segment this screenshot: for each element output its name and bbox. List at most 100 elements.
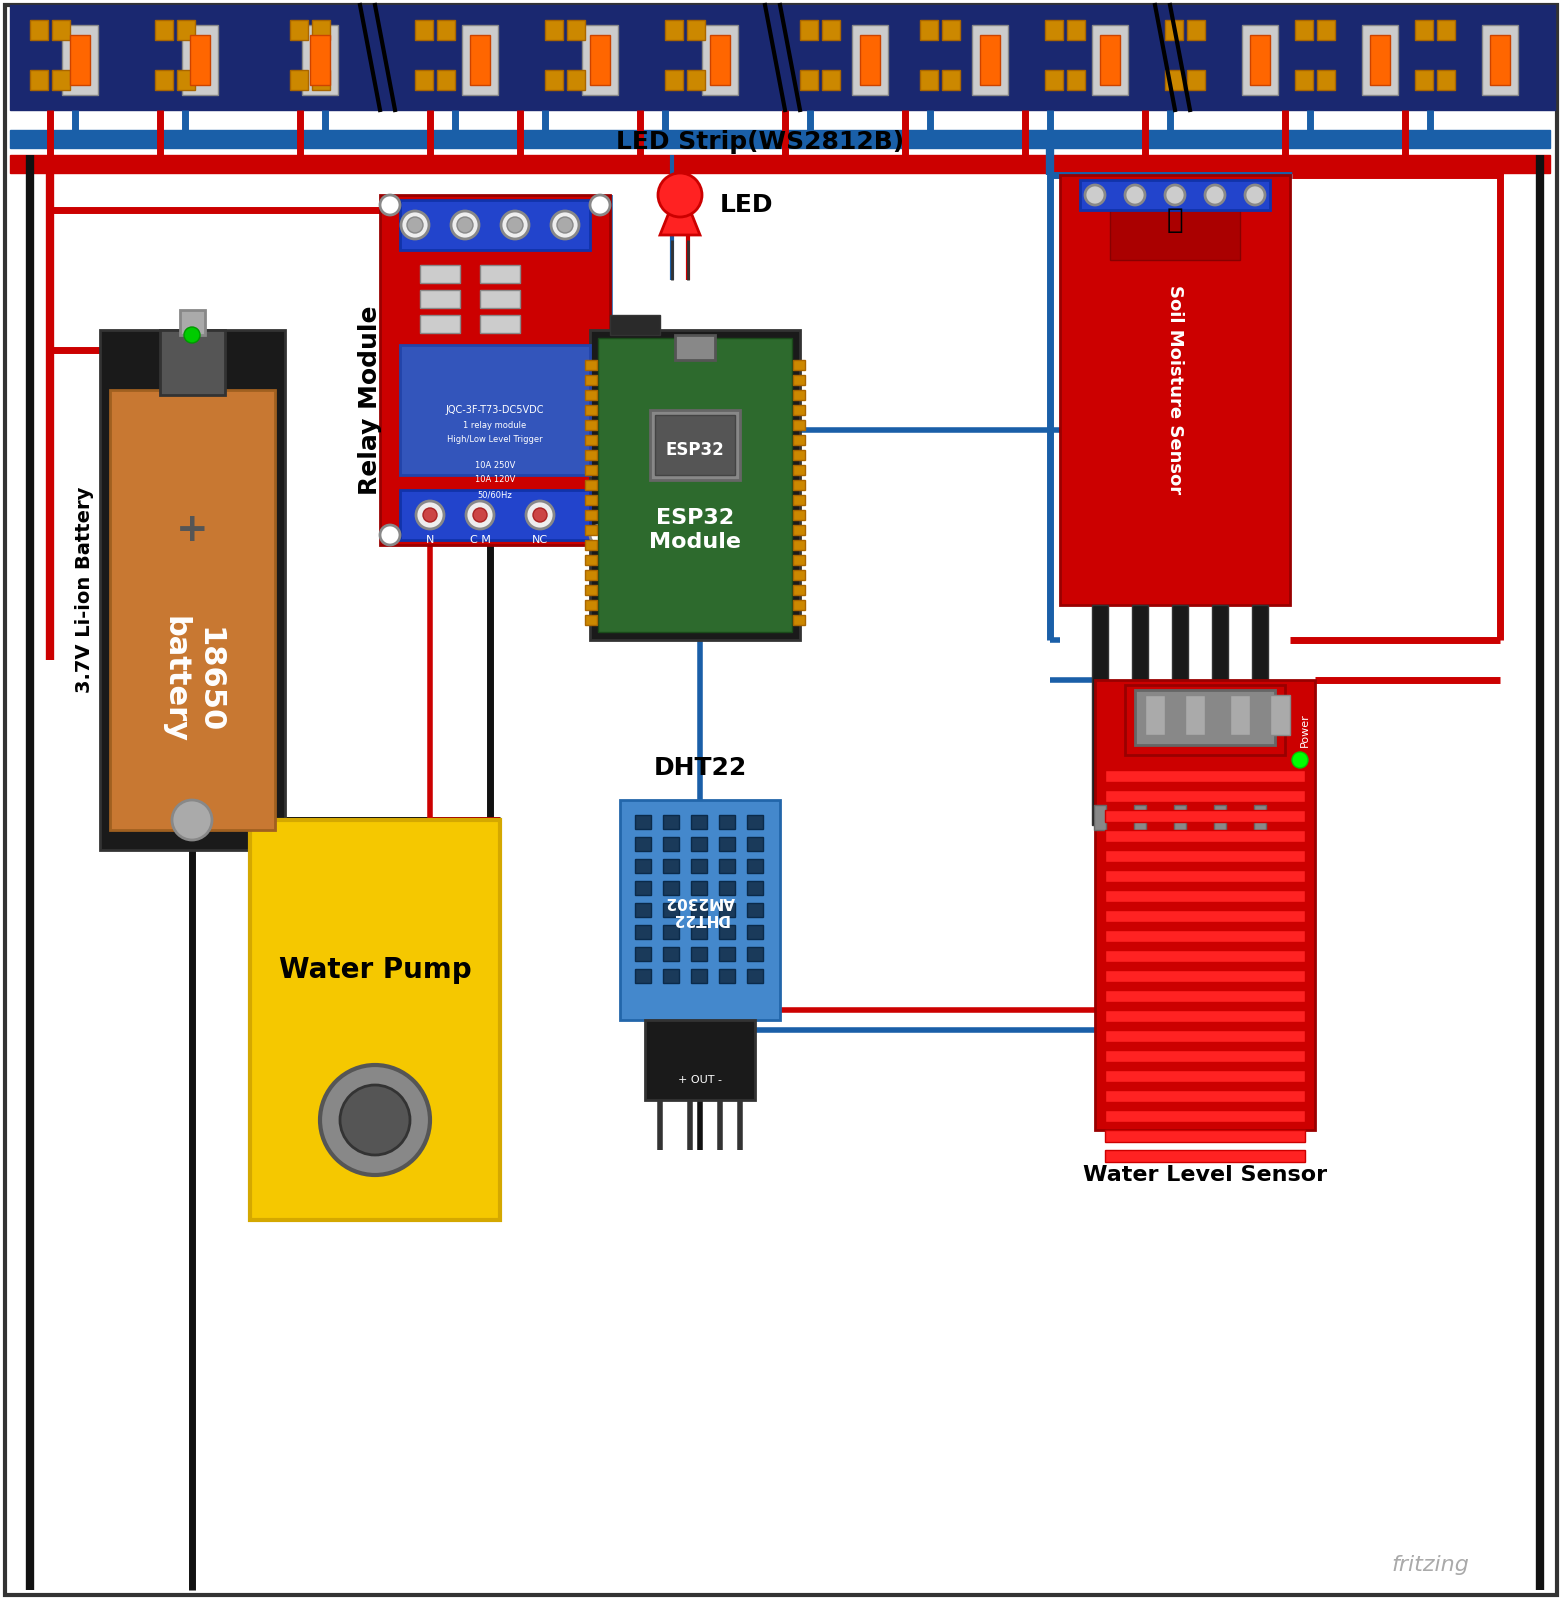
Circle shape: [415, 501, 444, 530]
Circle shape: [508, 218, 523, 234]
Bar: [586, 510, 597, 520]
Text: N: N: [426, 534, 434, 546]
Bar: [590, 330, 800, 640]
Bar: [1104, 910, 1304, 922]
Bar: [636, 814, 651, 829]
Text: ESP32
Module: ESP32 Module: [648, 509, 740, 552]
Bar: [1370, 35, 1390, 85]
Bar: [822, 70, 840, 90]
Bar: [1186, 694, 1204, 734]
Circle shape: [501, 211, 530, 238]
Bar: [747, 970, 762, 982]
Bar: [1093, 805, 1106, 830]
Bar: [1104, 990, 1304, 1002]
Bar: [586, 419, 597, 430]
Bar: [719, 902, 736, 917]
Bar: [793, 435, 804, 445]
Bar: [1295, 70, 1314, 90]
Bar: [1104, 1130, 1304, 1142]
Circle shape: [533, 509, 547, 522]
Bar: [470, 35, 490, 85]
Bar: [690, 947, 708, 962]
Circle shape: [526, 501, 555, 530]
Bar: [155, 70, 173, 90]
Bar: [183, 26, 219, 94]
Bar: [1134, 805, 1147, 830]
Bar: [662, 970, 679, 982]
Text: 🔥: 🔥: [1167, 206, 1184, 234]
Bar: [1254, 805, 1265, 830]
Bar: [793, 494, 804, 506]
Bar: [480, 290, 520, 307]
Bar: [583, 26, 619, 94]
Bar: [191, 35, 209, 85]
Bar: [636, 882, 651, 894]
Bar: [747, 882, 762, 894]
Text: DHT22
AM2302: DHT22 AM2302: [665, 894, 734, 926]
Bar: [861, 35, 879, 85]
Bar: [800, 19, 818, 40]
Bar: [1250, 35, 1270, 85]
Bar: [380, 195, 611, 546]
Bar: [1175, 805, 1186, 830]
Bar: [793, 586, 804, 595]
Bar: [180, 310, 205, 334]
Bar: [793, 510, 804, 520]
Bar: [719, 882, 736, 894]
Bar: [1437, 19, 1454, 40]
Bar: [1067, 19, 1086, 40]
Bar: [100, 330, 284, 850]
Bar: [1104, 770, 1304, 782]
Bar: [177, 19, 195, 40]
Bar: [545, 19, 562, 40]
Bar: [420, 290, 459, 307]
Bar: [701, 26, 737, 94]
Text: 3.7V Li-ion Battery: 3.7V Li-ion Battery: [75, 486, 94, 693]
Bar: [662, 882, 679, 894]
Bar: [793, 614, 804, 626]
Bar: [567, 19, 586, 40]
Bar: [793, 450, 804, 461]
Text: Water Level Sensor: Water Level Sensor: [1082, 1165, 1328, 1186]
Bar: [1104, 1070, 1304, 1082]
Bar: [665, 19, 683, 40]
Bar: [9, 155, 1550, 173]
Text: DHT22: DHT22: [653, 757, 747, 781]
Bar: [586, 586, 597, 595]
Bar: [719, 859, 736, 874]
Bar: [690, 925, 708, 939]
Circle shape: [1165, 186, 1186, 205]
Bar: [586, 555, 597, 565]
Bar: [590, 35, 611, 85]
Text: 1 relay module: 1 relay module: [464, 421, 526, 429]
Text: + OUT -: + OUT -: [678, 1075, 722, 1085]
Bar: [480, 266, 520, 283]
Bar: [1136, 690, 1275, 746]
Bar: [309, 35, 330, 85]
Bar: [1104, 1010, 1304, 1022]
Circle shape: [1125, 186, 1145, 205]
Text: 10A 120V: 10A 120V: [475, 475, 515, 485]
Circle shape: [558, 218, 573, 234]
Bar: [662, 859, 679, 874]
Bar: [586, 570, 597, 579]
Circle shape: [465, 501, 494, 530]
Bar: [1104, 790, 1304, 802]
Bar: [719, 837, 736, 851]
Bar: [690, 970, 708, 982]
Text: Water Pump: Water Pump: [278, 955, 472, 984]
Bar: [1214, 805, 1226, 830]
Bar: [1104, 1050, 1304, 1062]
Bar: [420, 266, 459, 283]
Bar: [972, 26, 1007, 94]
Bar: [1253, 605, 1268, 826]
Bar: [690, 882, 708, 894]
Circle shape: [172, 800, 212, 840]
Bar: [747, 925, 762, 939]
Bar: [1187, 19, 1204, 40]
Bar: [586, 450, 597, 461]
Text: ESP32: ESP32: [665, 442, 725, 459]
Bar: [1437, 70, 1454, 90]
Circle shape: [423, 509, 437, 522]
Bar: [586, 390, 597, 400]
